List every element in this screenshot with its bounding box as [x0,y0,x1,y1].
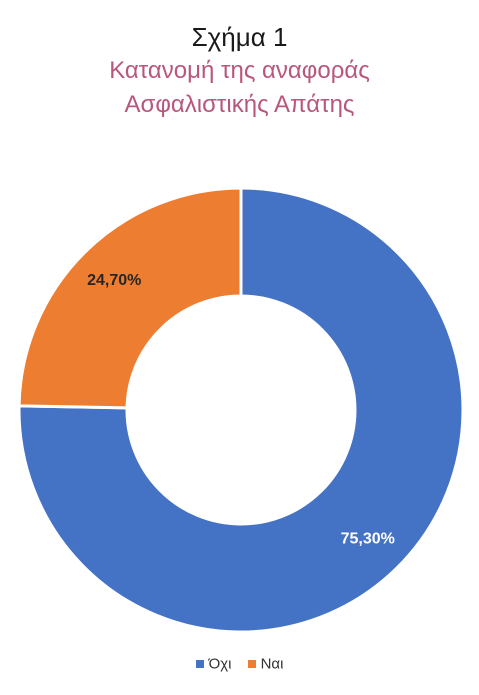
data-label-0: 75,30% [341,530,395,547]
donut-data-labels: 75,30% 24,70% [87,272,395,547]
figure-label: Σχήμα 1 [191,22,288,52]
chart-title-block: Σχήμα 1 Κατανομή της αναφοράς Ασφαλιστικ… [0,20,479,122]
legend-item-nai: Ναι [247,655,284,673]
legend-label-oxi: Όχι [208,655,232,673]
slice-0 [17,186,465,634]
legend-swatch-nai [247,660,256,669]
chart-title-line-1: Κατανομή της αναφοράς [109,57,370,84]
legend-label-nai: Ναι [260,655,284,673]
legend-item-oxi: Όχι [195,655,232,673]
slice-1 [17,186,243,410]
donut-chart: 75,30% 24,70% [17,186,465,634]
legend-swatch-oxi [195,660,204,669]
chart-title-line-2: Ασφαλιστικής Απάτης [124,91,355,118]
donut-slices [17,186,465,634]
chart-legend: Όχι Ναι [0,655,479,673]
data-label-1: 24,70% [87,272,141,289]
